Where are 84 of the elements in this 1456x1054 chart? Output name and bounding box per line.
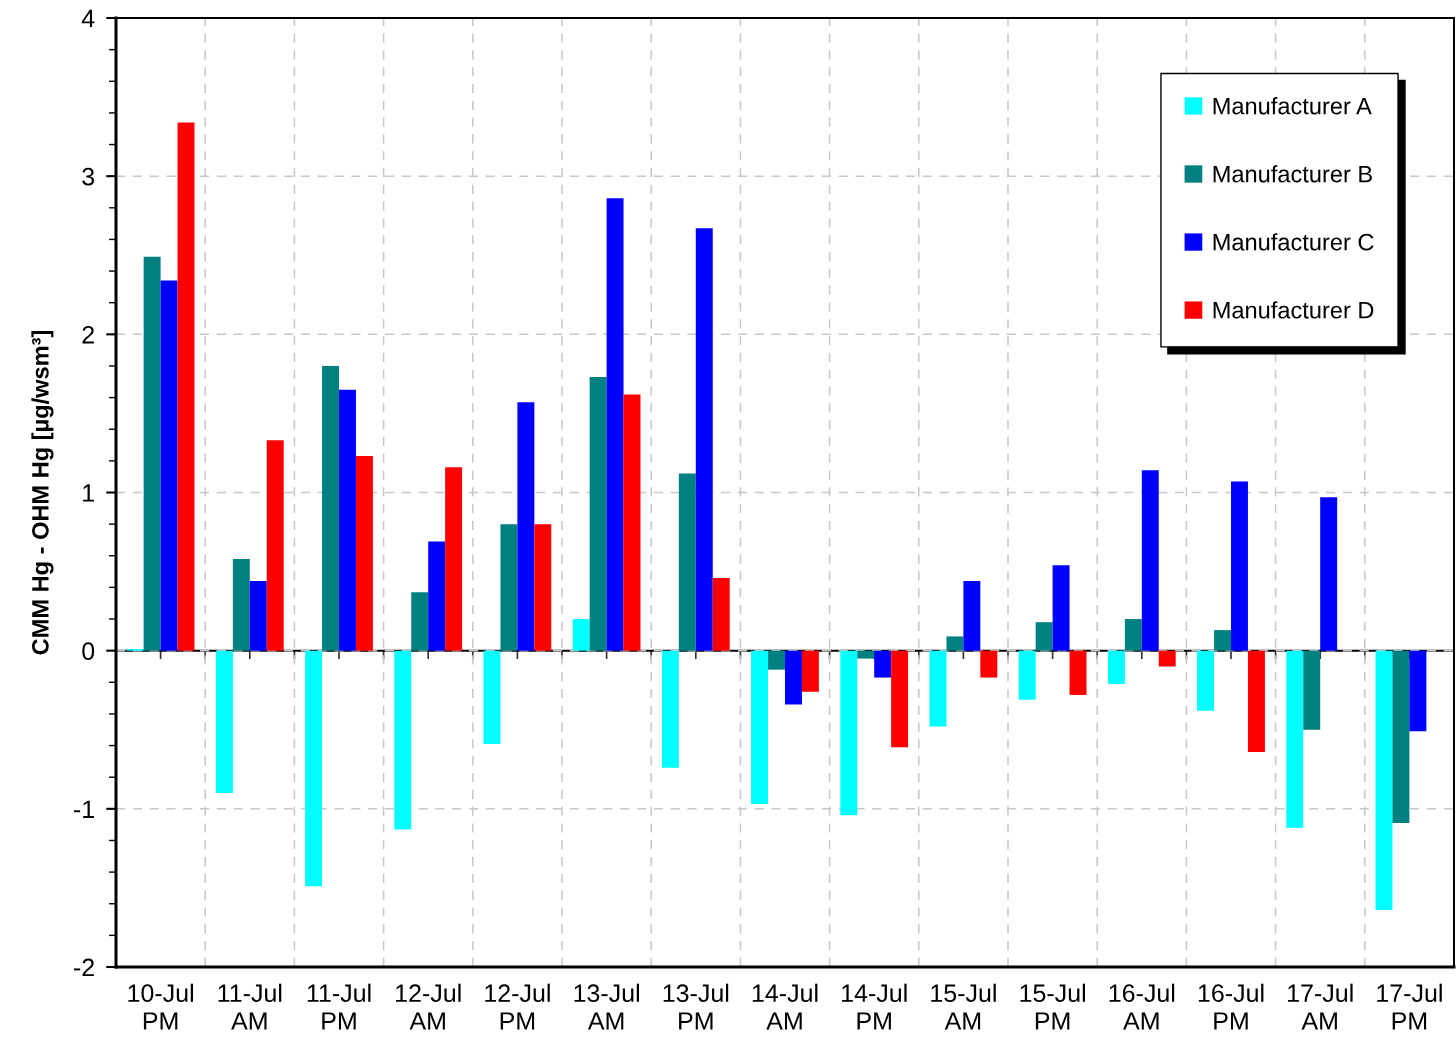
x-tick-label: 15-Jul AM	[931, 983, 996, 1030]
bar	[857, 650, 875, 659]
bar	[177, 122, 195, 651]
bar	[661, 650, 679, 768]
bar	[534, 524, 552, 651]
bar	[929, 650, 947, 727]
y-tick-label: -2	[74, 958, 94, 977]
y-tick-label: 2	[82, 325, 94, 344]
y-axis-title: CMM Hg - OHM Hg [µg/wsm³]	[31, 330, 54, 655]
x-tick-label: 16-Jul PM	[1198, 983, 1264, 1030]
y-tick-label: 4	[81, 9, 95, 28]
bar	[801, 650, 819, 692]
bar	[411, 592, 429, 651]
bar	[1231, 481, 1248, 651]
bar	[517, 402, 535, 651]
bar	[1375, 650, 1393, 911]
bar	[874, 650, 892, 678]
legend-label: Manufacturer C	[1213, 233, 1374, 251]
bar	[1158, 650, 1176, 667]
bar	[143, 256, 161, 651]
bar	[980, 650, 998, 678]
bar	[215, 650, 233, 794]
bar	[695, 228, 713, 651]
bar	[305, 650, 323, 887]
bar	[572, 619, 590, 651]
bar	[751, 650, 769, 805]
bar	[1247, 650, 1265, 752]
x-tick-label: 13-Jul AM	[574, 983, 639, 1030]
bar	[232, 558, 250, 651]
y-tick-label: 1	[83, 484, 94, 502]
x-tick-label: 17-Jul PM	[1377, 983, 1442, 1030]
y-tick-label: -1	[74, 800, 94, 818]
x-tick-label: 17-Jul AM	[1288, 983, 1353, 1030]
x-tick-label: 14-Jul AM	[752, 983, 818, 1030]
bar	[249, 581, 267, 651]
legend-label: Manufacturer B	[1213, 165, 1372, 183]
bar	[1124, 619, 1142, 651]
bar	[1141, 470, 1159, 651]
bar	[1018, 650, 1036, 700]
x-tick-label: 11-Jul PM	[307, 983, 371, 1030]
bar	[428, 541, 446, 651]
bar	[1069, 650, 1087, 695]
x-tick-label: 12-Jul PM	[485, 983, 550, 1030]
x-tick-label: 16-Jul AM	[1109, 983, 1175, 1030]
bar	[1197, 650, 1215, 711]
bar	[606, 198, 624, 651]
bar	[1035, 622, 1053, 651]
x-tick-label: 13-Jul PM	[663, 983, 729, 1030]
bar	[946, 636, 964, 651]
x-tick-label: 12-Jul AM	[396, 983, 461, 1030]
bar	[891, 650, 909, 748]
bar	[1214, 630, 1231, 651]
bar	[785, 650, 802, 705]
bar	[500, 524, 518, 651]
bar	[712, 577, 730, 651]
bar	[1392, 650, 1410, 824]
x-tick-label: 10-Jul PM	[128, 983, 193, 1030]
y-tick-label: 0	[82, 642, 95, 660]
bar	[394, 650, 412, 830]
y-tick-label: 3	[82, 167, 95, 186]
bar	[266, 440, 284, 651]
bar	[963, 581, 981, 651]
bar	[339, 389, 356, 651]
bar	[1052, 565, 1070, 651]
legend-label: Manufacturer A	[1213, 97, 1372, 115]
bar	[678, 473, 696, 651]
legend-label: Manufacturer D	[1213, 301, 1374, 319]
bar	[445, 467, 463, 651]
bar	[322, 365, 339, 651]
bar	[355, 456, 373, 651]
bar	[483, 650, 501, 744]
x-tick-label: 14-Jul PM	[842, 983, 907, 1030]
bar	[623, 394, 641, 651]
bar	[840, 650, 858, 816]
bar	[1107, 650, 1125, 684]
x-tick-label: 15-Jul PM	[1020, 983, 1085, 1030]
bar	[589, 377, 607, 651]
x-tick-label: 11-Jul AM	[218, 983, 282, 1030]
bar	[1409, 650, 1427, 732]
bar	[160, 280, 178, 651]
bar	[1303, 650, 1321, 730]
bar	[1286, 650, 1304, 828]
bar	[1320, 497, 1338, 651]
bar	[768, 650, 785, 670]
